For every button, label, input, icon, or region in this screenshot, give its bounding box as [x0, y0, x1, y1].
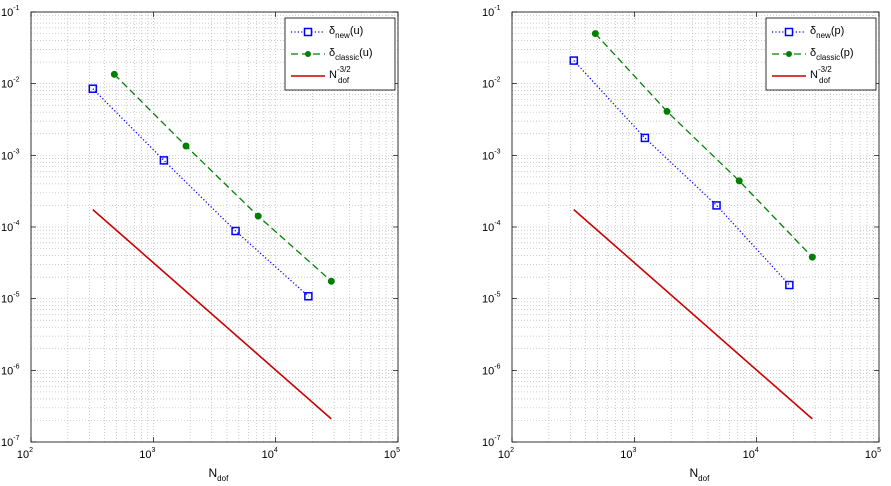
- x-tick-label: 105: [384, 447, 400, 461]
- legend-label: N-3/2 dof: [810, 65, 832, 85]
- chart-panel-2: 102 103 104 105 10-7 10-6 10-5 10-4 10-3 10-2 10-1…: [482, 5, 881, 483]
- x-tick-label: 104: [262, 447, 278, 461]
- legend: δnew(u) δclassic(u) N-3/2 dof: [284, 17, 396, 91]
- grid: [31, 12, 398, 442]
- data-point: [663, 107, 671, 115]
- data-point: [231, 226, 240, 236]
- legend-box: [765, 17, 877, 91]
- data-point: [304, 292, 313, 301]
- data-point: [159, 156, 169, 165]
- y-tick-label: 10-3: [482, 148, 501, 162]
- x-tick-label: 105: [865, 447, 881, 461]
- grid: [512, 12, 879, 442]
- legend-label: N-3/2 dof: [329, 65, 351, 85]
- data-point: [182, 142, 190, 150]
- y-tick-label: 10-3: [1, 148, 20, 162]
- ticks: [30, 11, 399, 443]
- data-point: [640, 133, 650, 143]
- series-line: [92, 208, 332, 420]
- y-tick-label: 10-7: [482, 435, 501, 449]
- x-tick-label: 102: [498, 447, 514, 461]
- data-point: [808, 253, 816, 261]
- x-axis-label: Ndof: [690, 466, 711, 483]
- legend: δnew(p) δclassic(p) N-3/2 dof: [765, 17, 877, 91]
- y-tick-label: 10-5: [482, 292, 501, 306]
- y-tick-label: 10-1: [1, 5, 20, 19]
- series-line: [573, 208, 813, 420]
- series-1: [569, 56, 794, 290]
- legend-marker: [786, 51, 792, 57]
- series-2: [110, 70, 335, 285]
- data-point: [591, 30, 599, 38]
- legend-marker: [305, 51, 311, 57]
- data-point: [254, 212, 262, 220]
- x-tick-label: 103: [139, 447, 155, 461]
- y-tick-label: 10-2: [1, 77, 20, 91]
- ticks: [511, 11, 880, 443]
- legend-label: δclassic(p): [810, 47, 854, 62]
- y-tick-label: 10-2: [482, 77, 501, 91]
- series-3: [92, 208, 332, 420]
- y-tick-label: 10-1: [482, 5, 501, 19]
- x-tick-label: 104: [743, 447, 759, 461]
- series-3: [573, 208, 813, 420]
- y-tick-label: 10-4: [1, 220, 20, 234]
- x-tick-label: 103: [620, 447, 636, 461]
- series-1: [88, 84, 313, 301]
- x-tick-label: 102: [17, 447, 33, 461]
- y-tick-label: 10-6: [1, 363, 20, 377]
- y-tick-label: 10-5: [1, 292, 20, 306]
- data-point: [110, 70, 118, 78]
- series-2: [591, 30, 816, 261]
- y-tick-label: 10-4: [482, 220, 501, 234]
- y-tick-label: 10-6: [482, 363, 501, 377]
- data-point: [785, 280, 794, 290]
- data-point: [569, 56, 579, 65]
- data-point: [712, 201, 721, 210]
- legend-marker: [303, 27, 313, 37]
- data-point: [327, 277, 335, 285]
- chart-panel-1: 102 103 104 105 10-7 10-6 10-5 10-4 10-3 10-2 10-1…: [1, 5, 400, 483]
- data-point: [88, 84, 98, 93]
- series-line: [113, 73, 332, 282]
- legend-label: δnew(p): [810, 25, 844, 40]
- legend-marker: [784, 27, 794, 37]
- legend-label: δnew(u): [329, 25, 363, 40]
- series-line: [594, 33, 813, 258]
- legend-label: δclassic(u): [329, 47, 373, 62]
- data-point: [735, 177, 743, 185]
- y-tick-label: 10-7: [1, 435, 20, 449]
- x-axis-label: Ndof: [209, 466, 230, 483]
